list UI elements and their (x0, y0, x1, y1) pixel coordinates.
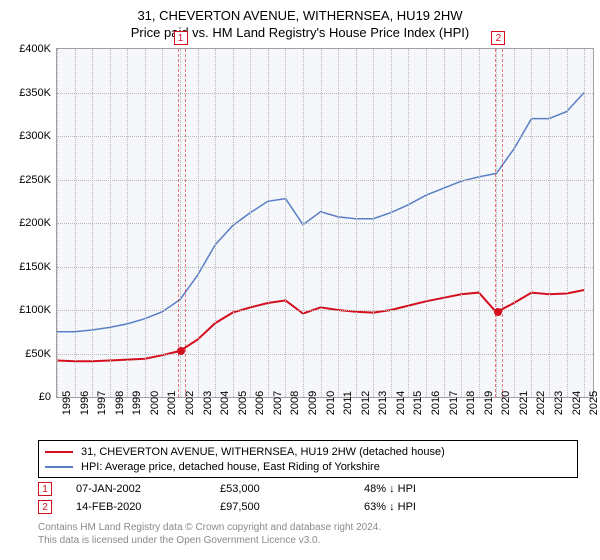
y-axis-label: £150K (5, 261, 51, 273)
event-marker-top: 1 (174, 31, 188, 45)
x-axis-label: 2018 (465, 391, 477, 415)
x-axis-label: 2005 (237, 391, 249, 415)
legend-swatch (45, 451, 73, 453)
x-axis-label: 2015 (412, 391, 424, 415)
footnote: Contains HM Land Registry data © Crown c… (38, 522, 578, 547)
y-axis-label: £350K (5, 87, 51, 99)
event-date: 07-JAN-2002 (76, 483, 196, 495)
x-axis-label: 1998 (114, 391, 126, 415)
event-row: 2 14-FEB-2020 £97,500 63% ↓ HPI (38, 498, 578, 516)
y-axis-label: £300K (5, 130, 51, 142)
x-axis-label: 2023 (553, 391, 565, 415)
events-table: 1 07-JAN-2002 £53,000 48% ↓ HPI 2 14-FEB… (38, 480, 578, 516)
x-axis-label: 1996 (79, 391, 91, 415)
y-axis-label: £0 (5, 391, 51, 403)
x-axis-label: 2022 (535, 391, 547, 415)
event-delta: 63% ↓ HPI (364, 501, 484, 513)
event-marker-top: 2 (491, 31, 505, 45)
chart-title: 31, CHEVERTON AVENUE, WITHERNSEA, HU19 2… (10, 8, 590, 23)
x-axis-label: 2021 (518, 391, 530, 415)
x-axis-label: 2009 (307, 391, 319, 415)
legend-swatch (45, 466, 73, 468)
y-axis-label: £400K (5, 43, 51, 55)
x-axis-label: 2024 (571, 391, 583, 415)
x-axis-label: 2007 (272, 391, 284, 415)
footnote-line: Contains HM Land Registry data © Crown c… (38, 522, 578, 535)
footnote-line: This data is licensed under the Open Gov… (38, 535, 578, 548)
legend-row: HPI: Average price, detached house, East… (45, 459, 571, 474)
event-row: 1 07-JAN-2002 £53,000 48% ↓ HPI (38, 480, 578, 498)
x-axis-label: 2014 (395, 391, 407, 415)
event-marker-box: 1 (38, 482, 52, 496)
x-axis-label: 2003 (202, 391, 214, 415)
y-axis-label: £250K (5, 174, 51, 186)
x-axis-label: 2019 (483, 391, 495, 415)
event-price: £97,500 (220, 501, 340, 513)
x-axis-label: 2016 (430, 391, 442, 415)
x-axis-label: 2004 (219, 391, 231, 415)
x-axis-label: 1997 (96, 391, 108, 415)
event-marker-box: 2 (38, 500, 52, 514)
x-axis-label: 2025 (588, 391, 600, 415)
x-axis-label: 1995 (61, 391, 73, 415)
event-date: 14-FEB-2020 (76, 501, 196, 513)
x-axis-label: 2000 (149, 391, 161, 415)
x-axis-label: 2011 (342, 391, 354, 415)
legend-label: 31, CHEVERTON AVENUE, WITHERNSEA, HU19 2… (81, 446, 445, 458)
event-price: £53,000 (220, 483, 340, 495)
x-axis-label: 2008 (289, 391, 301, 415)
y-axis-label: £200K (5, 217, 51, 229)
x-axis-label: 2013 (377, 391, 389, 415)
legend-row: 31, CHEVERTON AVENUE, WITHERNSEA, HU19 2… (45, 444, 571, 459)
legend-label: HPI: Average price, detached house, East… (81, 461, 380, 473)
legend: 31, CHEVERTON AVENUE, WITHERNSEA, HU19 2… (38, 440, 578, 478)
event-dot (177, 347, 185, 355)
event-dot (494, 308, 502, 316)
x-axis-label: 2017 (448, 391, 460, 415)
x-axis-label: 2010 (325, 391, 337, 415)
x-axis-label: 1999 (131, 391, 143, 415)
y-axis-label: £100K (5, 304, 51, 316)
event-delta: 48% ↓ HPI (364, 483, 484, 495)
y-axis-label: £50K (5, 348, 51, 360)
chart-plot-area: £0£50K£100K£150K£200K£250K£300K£350K£400… (56, 48, 594, 398)
x-axis-label: 2006 (254, 391, 266, 415)
x-axis-label: 2002 (184, 391, 196, 415)
x-axis-label: 2012 (360, 391, 372, 415)
